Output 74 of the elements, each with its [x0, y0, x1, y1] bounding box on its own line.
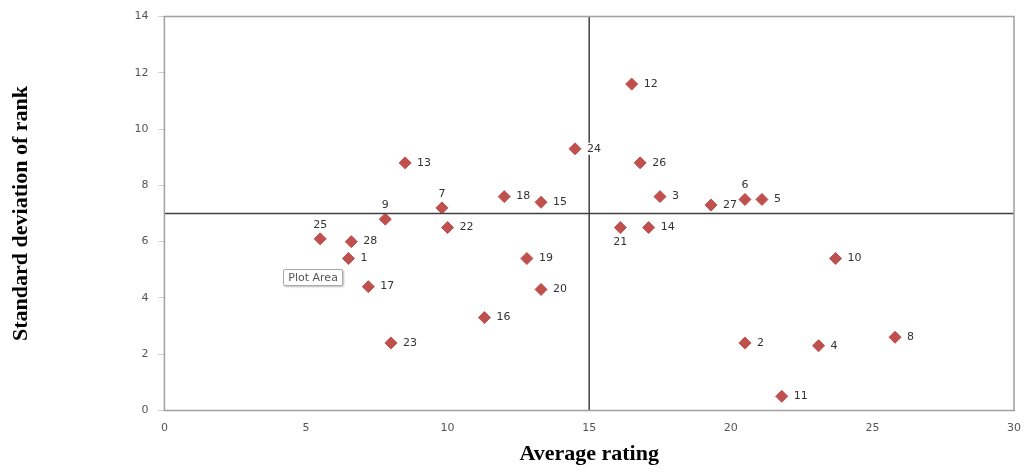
y-axis-title: Standard deviation of rank [6, 85, 32, 341]
point [534, 282, 548, 296]
point [829, 252, 843, 266]
point [738, 192, 752, 206]
annotation: 21 [613, 235, 628, 249]
annotation: 14 [660, 220, 675, 234]
annotation: 2 [756, 335, 764, 349]
annotation: 16 [496, 310, 511, 324]
y-tick-label: 12 [134, 65, 149, 79]
x-tick-label: 15 [582, 420, 597, 434]
point [384, 336, 398, 350]
point [568, 142, 582, 156]
annotation: 18 [516, 189, 531, 203]
point [888, 330, 902, 344]
point [613, 221, 627, 235]
x-tick-label: 30 [1007, 420, 1021, 434]
point [812, 339, 826, 353]
point [642, 221, 656, 235]
point [497, 190, 511, 204]
annotation: 5 [773, 192, 781, 206]
annotation: 3 [672, 189, 679, 203]
y-tick-label: 0 [141, 403, 149, 417]
point [361, 280, 375, 294]
point [313, 232, 327, 246]
point [477, 311, 491, 325]
y-tick-label: 10 [134, 121, 149, 135]
point [341, 252, 355, 266]
point [520, 252, 534, 266]
annotation: 8 [907, 330, 915, 344]
point [378, 212, 392, 226]
annotation: 20 [553, 282, 568, 296]
point [344, 235, 358, 249]
point [633, 156, 647, 170]
point [534, 195, 548, 209]
x-tick-label: 25 [865, 420, 880, 434]
point [704, 198, 718, 212]
annotation: 24 [587, 141, 602, 155]
y-tick-label: 8 [141, 178, 149, 192]
point [625, 77, 639, 91]
annotation: 23 [402, 335, 417, 349]
x-tick-label: 20 [723, 420, 738, 434]
annotation: 17 [380, 279, 395, 293]
annotation: 22 [459, 220, 474, 234]
annotation: Plot Area [283, 268, 343, 286]
x-tick-label: 10 [440, 420, 455, 434]
x-tick-label: 0 [160, 420, 168, 434]
annotation: 27 [722, 197, 737, 211]
point [653, 190, 667, 204]
point [441, 221, 455, 235]
annotation: 7 [438, 186, 446, 200]
y-tick-label: 2 [141, 347, 149, 360]
annotation: 28 [363, 234, 378, 248]
annotation: 4 [830, 338, 838, 352]
annotation: 12 [643, 76, 658, 90]
x-tick-label: 5 [302, 420, 310, 434]
annotation: 19 [538, 251, 553, 265]
point [775, 389, 789, 403]
y-tick-label: 6 [141, 234, 149, 248]
point [398, 156, 412, 170]
annotation: 13 [417, 155, 432, 169]
annotation: 25 [313, 217, 328, 231]
annotation: 9 [381, 197, 389, 211]
point [435, 201, 449, 215]
annotation: 11 [793, 389, 808, 403]
point [755, 192, 769, 206]
annotation: 26 [652, 155, 667, 169]
annotation: 1 [360, 251, 368, 265]
x-axis-title: Average rating [519, 440, 659, 466]
point [738, 336, 752, 350]
annotation: 15 [553, 195, 568, 209]
annotation: 6 [741, 178, 749, 192]
y-tick-label: 4 [141, 290, 149, 304]
annotation: 10 [847, 251, 862, 265]
y-tick-label: 14 [134, 9, 149, 23]
